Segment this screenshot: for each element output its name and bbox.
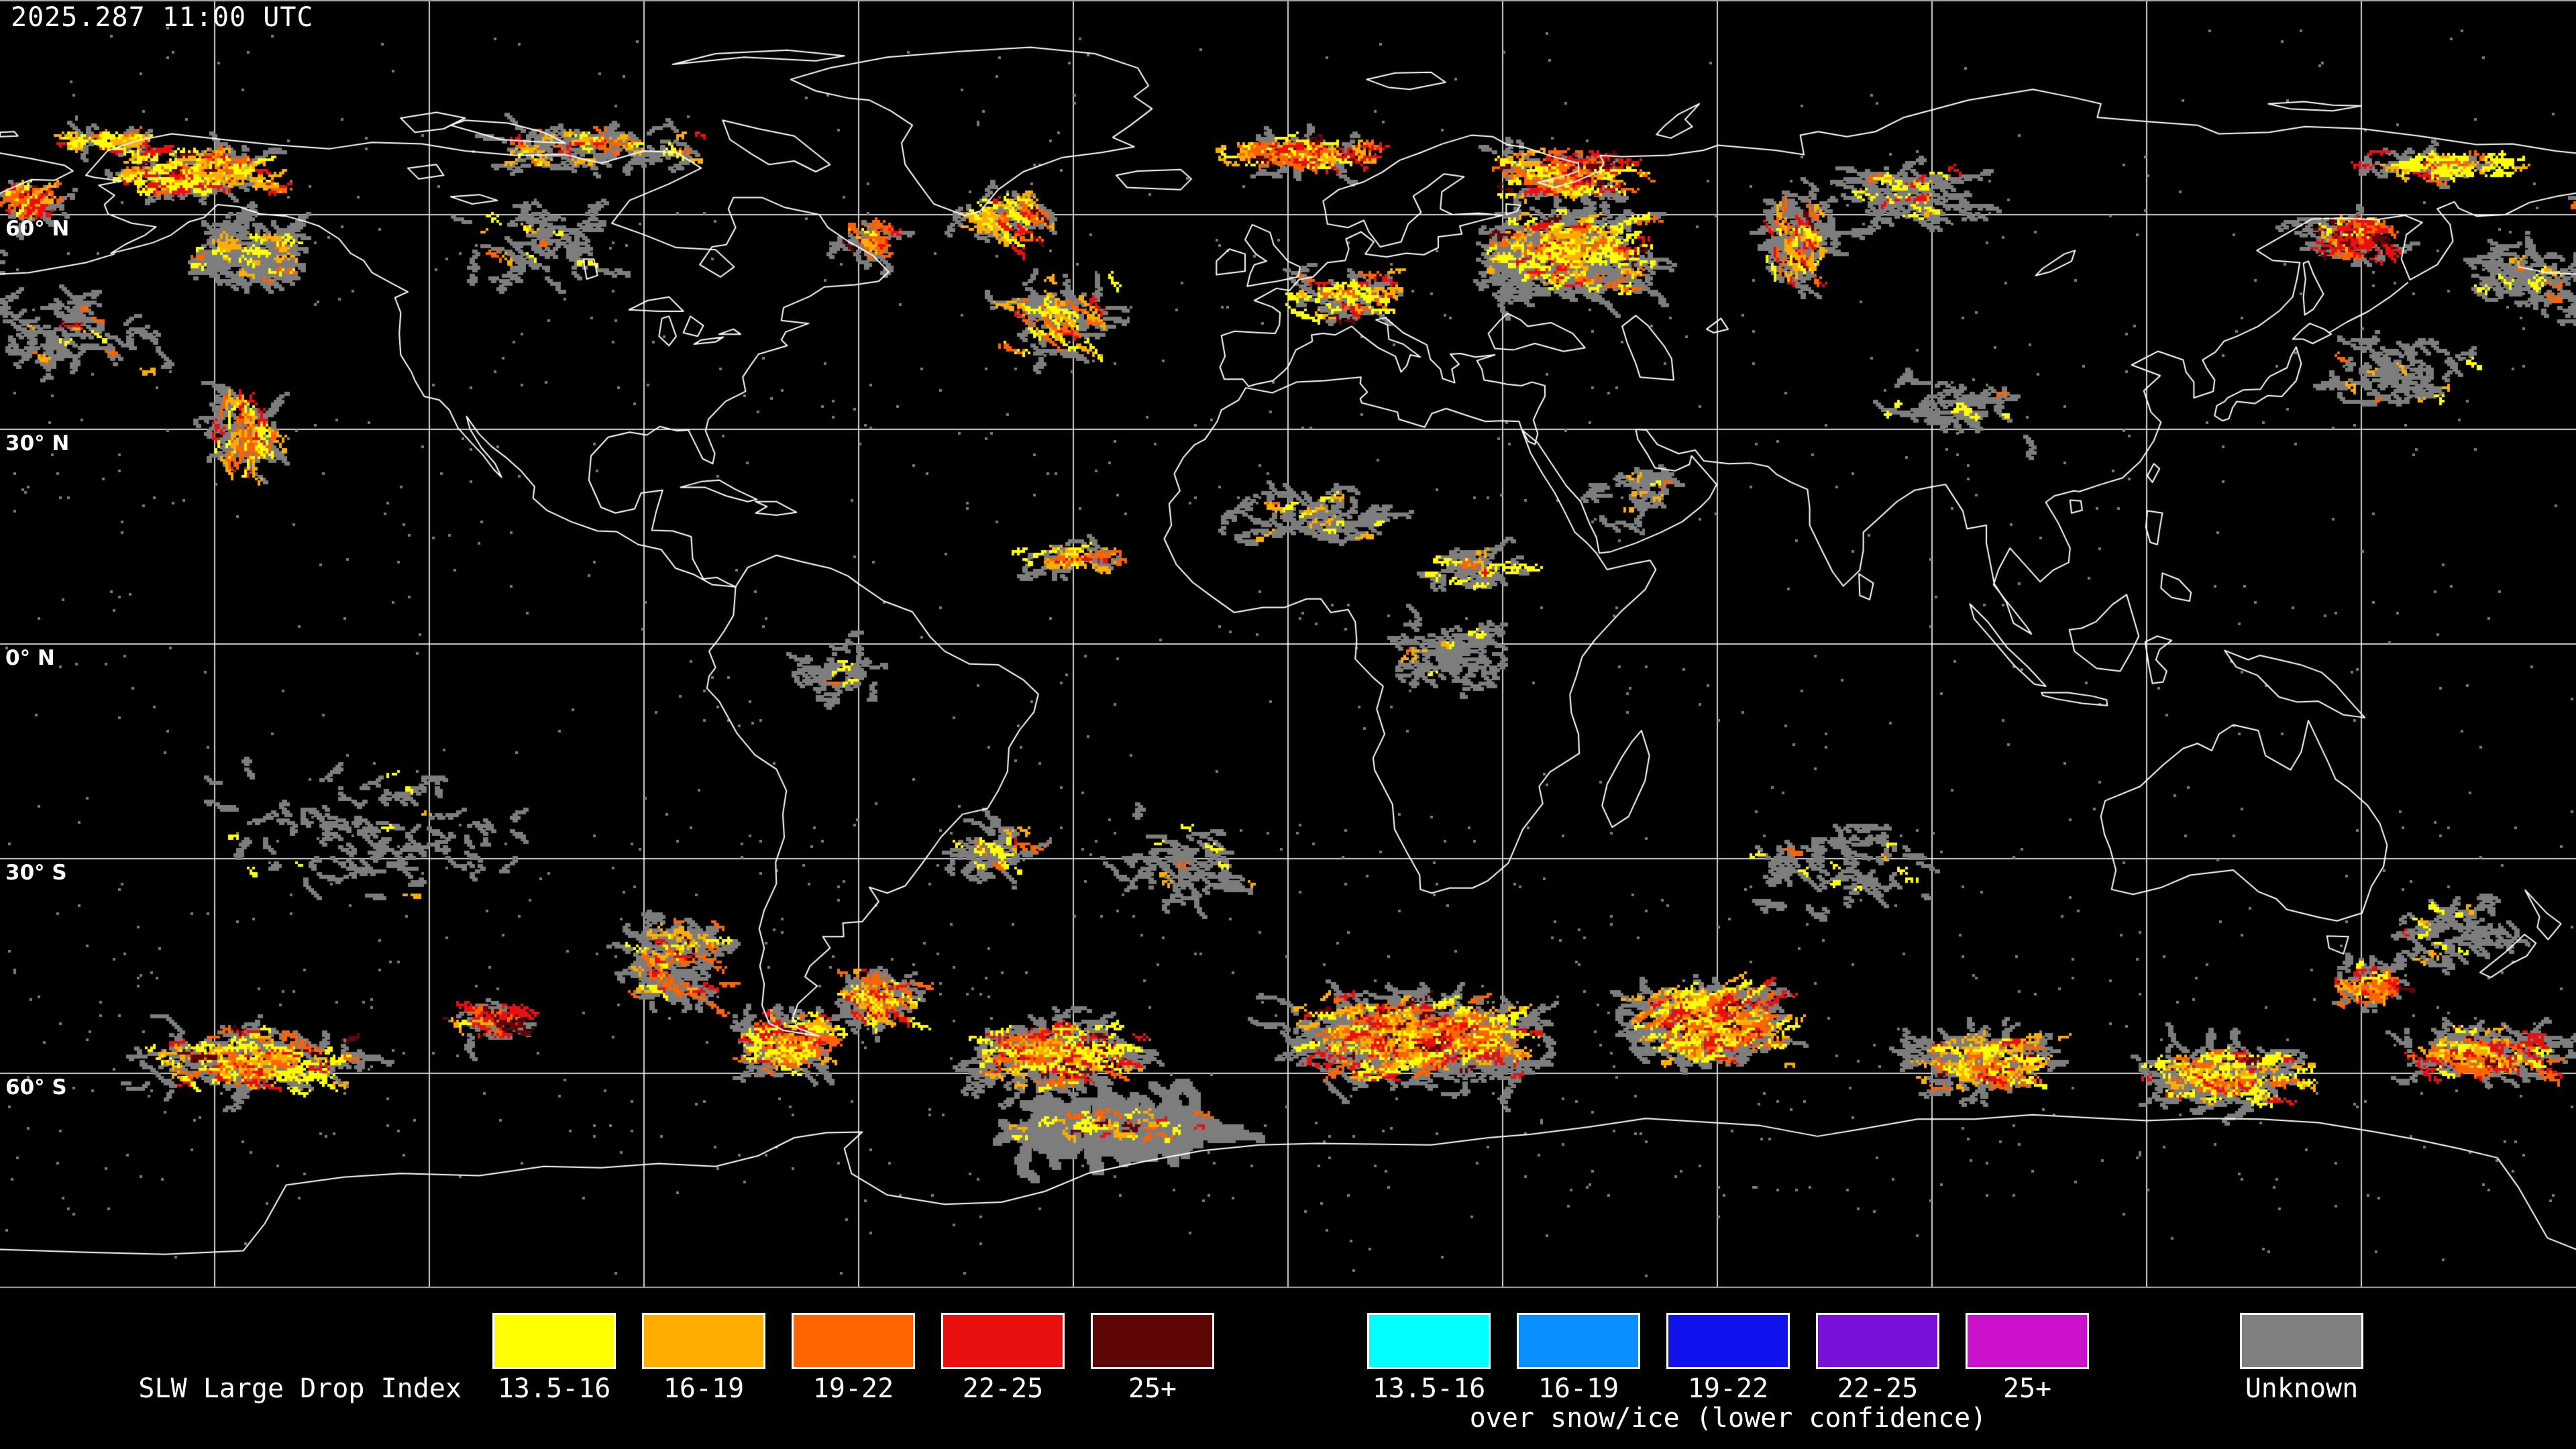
latitude-label: 30° S <box>5 861 67 885</box>
legend-slw-3-label: 22-25 <box>962 1373 1044 1404</box>
legend-snowice-1-swatch <box>1517 1313 1640 1369</box>
legend-slw-1-label: 16-19 <box>663 1373 745 1404</box>
legend-slw-0-swatch <box>492 1313 616 1369</box>
legend-slw-0-label: 13.5-16 <box>497 1373 611 1404</box>
legend-unknown-label: Unknown <box>2245 1373 2359 1404</box>
latitude-label: 30° N <box>5 431 70 455</box>
legend-snowice-0-swatch <box>1367 1313 1491 1369</box>
legend-slw-2-swatch <box>792 1313 915 1369</box>
legend-snowice-2-label: 19-22 <box>1687 1373 1769 1404</box>
legend-snowice-3-label: 22-25 <box>1837 1373 1919 1404</box>
legend-snowice-4-swatch <box>1966 1313 2089 1369</box>
legend-subtitle: over snow/ice (lower confidence) <box>1469 1403 1987 1434</box>
legend-slw-4-swatch <box>1091 1313 1214 1369</box>
legend-snowice-4-label: 25+ <box>2002 1373 2052 1404</box>
legend-slw-3-swatch <box>941 1313 1065 1369</box>
legend-slw-4-label: 25+ <box>1128 1373 1177 1404</box>
legend-snowice-3-swatch <box>1816 1313 1939 1369</box>
legend-snowice-2-swatch <box>1666 1313 1790 1369</box>
legend-snowice-1-label: 16-19 <box>1538 1373 1619 1404</box>
legend-unknown-swatch <box>2240 1313 2363 1369</box>
timestamp: 2025.287 11:00 UTC <box>11 2 314 33</box>
latitude-label: 0° N <box>5 646 55 670</box>
latitude-label: 60° S <box>5 1075 67 1099</box>
latitude-label: 60° N <box>5 217 70 241</box>
legend-snowice-0-label: 13.5-16 <box>1372 1373 1486 1404</box>
legend-title: SLW Large Drop Index <box>138 1373 462 1404</box>
legend-slw-1-swatch <box>642 1313 765 1369</box>
legend-slw-2-label: 19-22 <box>812 1373 894 1404</box>
